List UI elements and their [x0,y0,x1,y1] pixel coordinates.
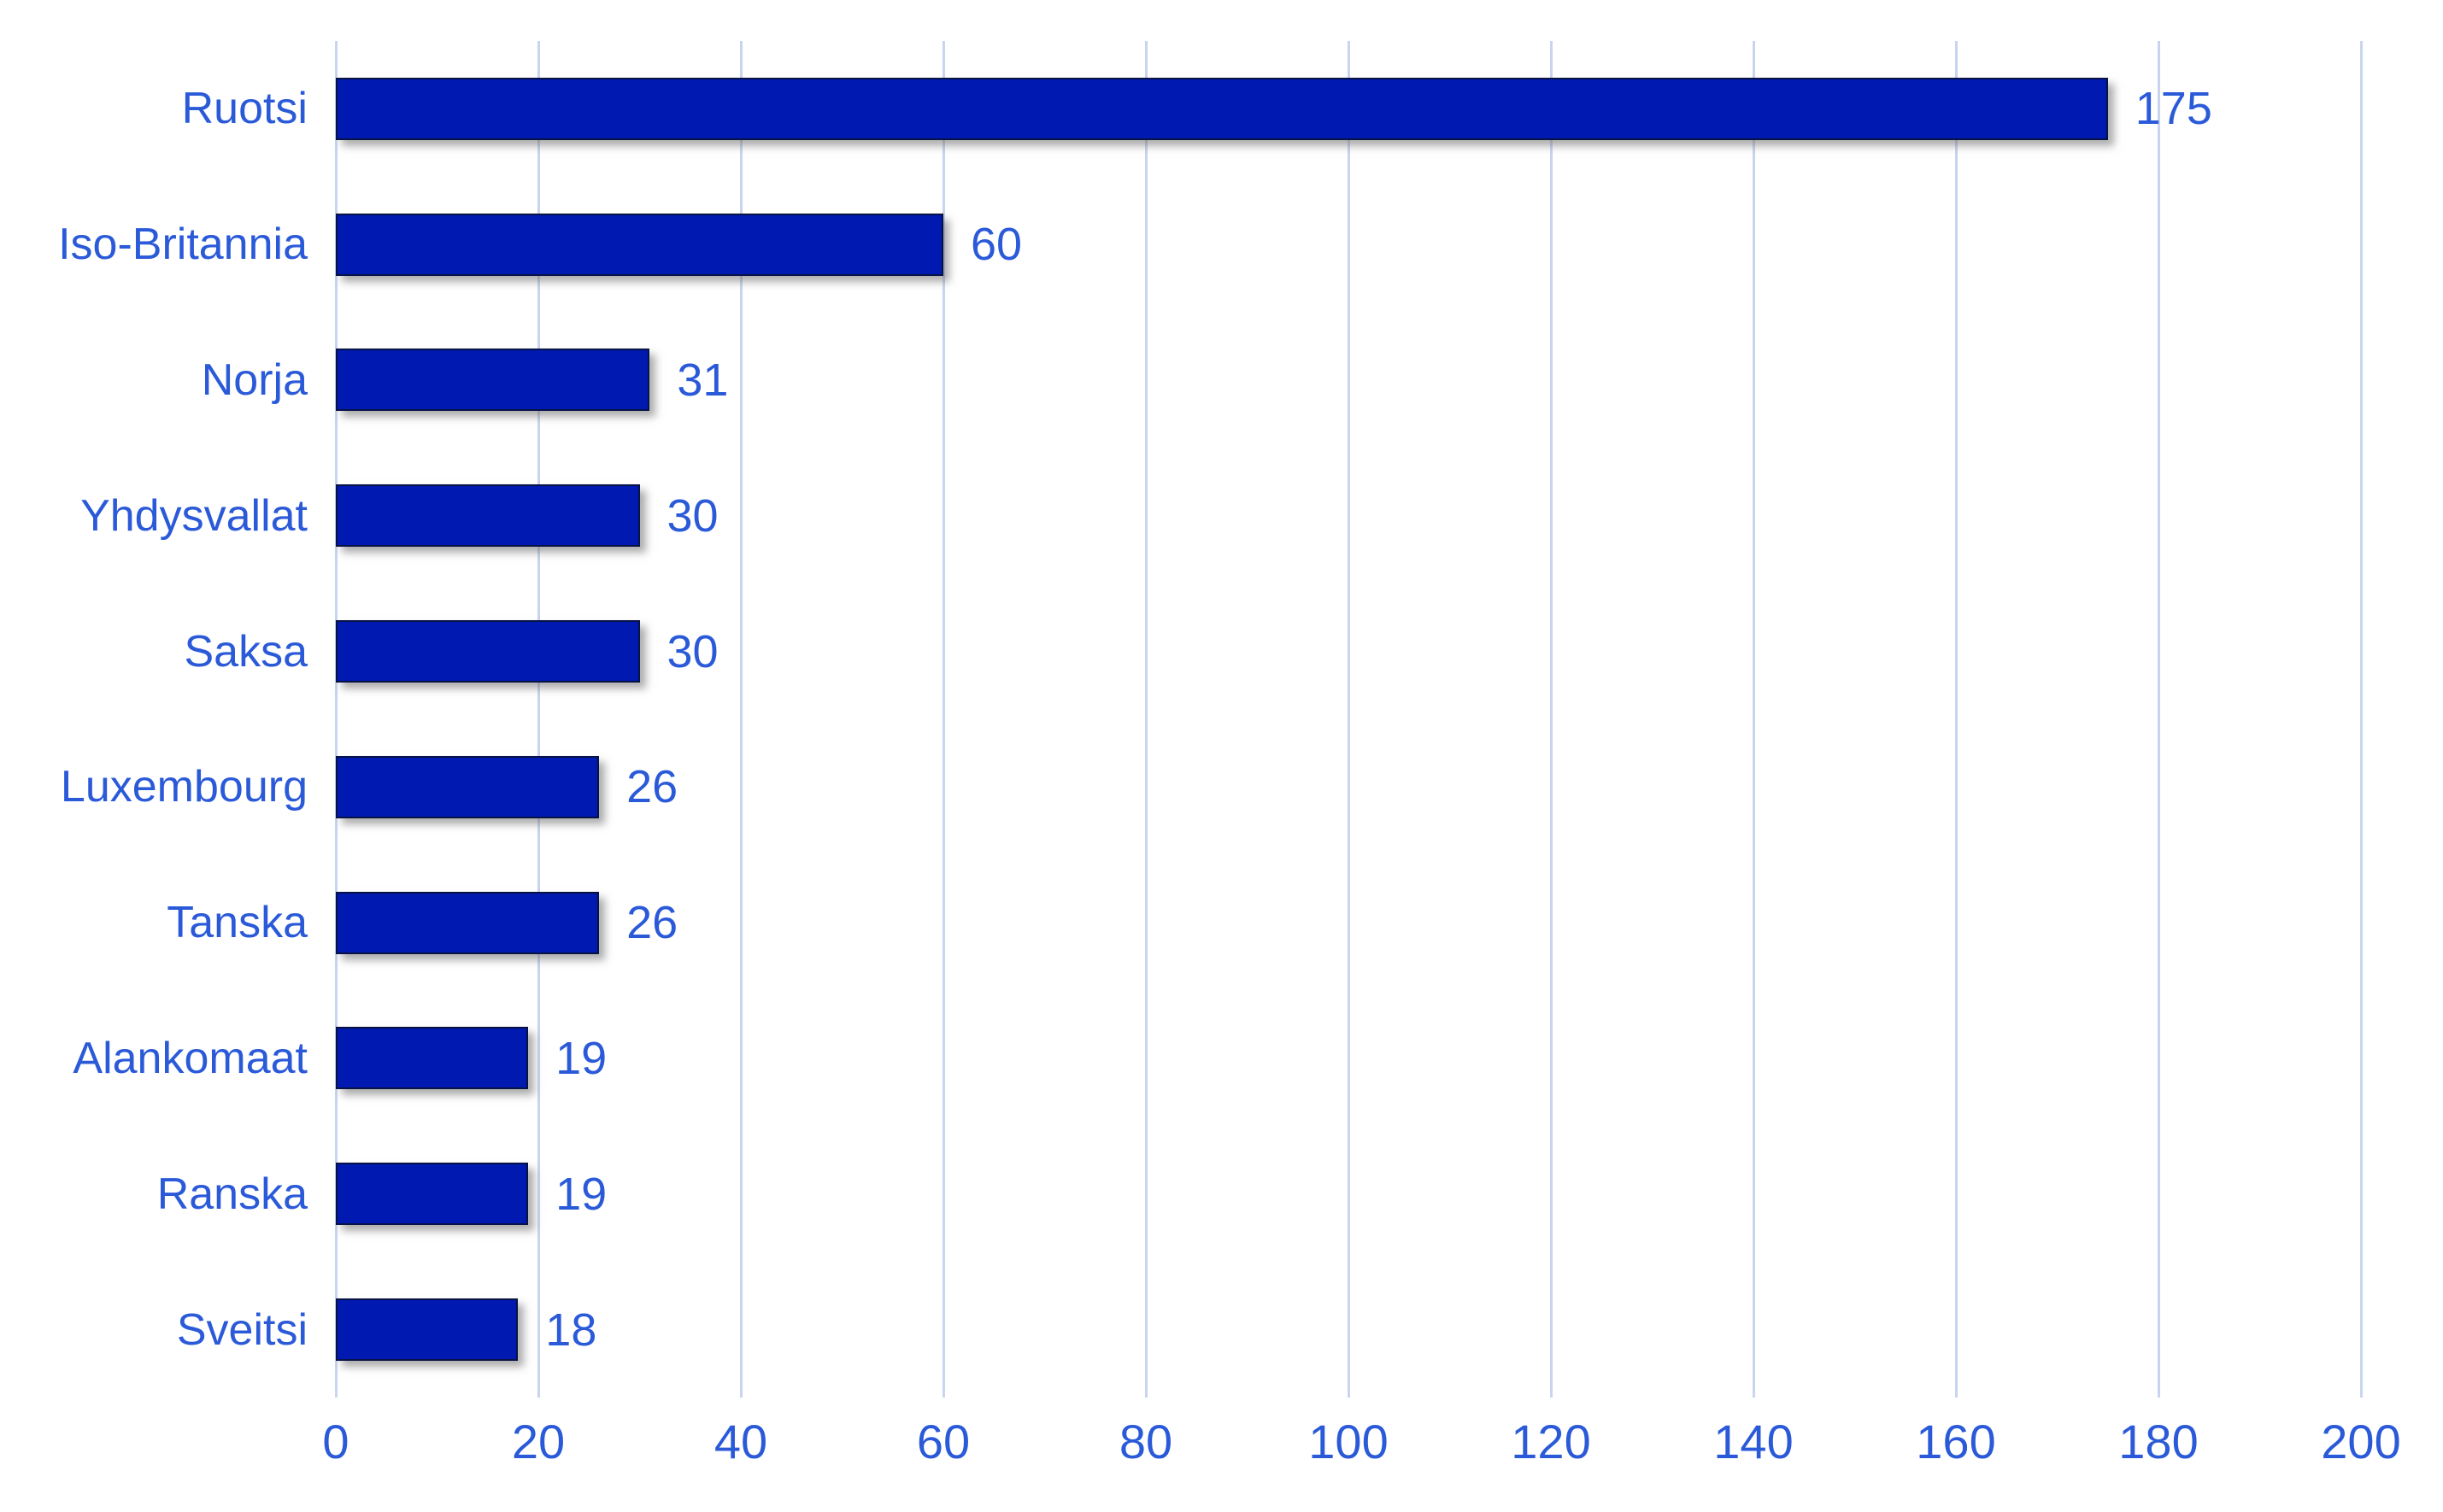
category-label-luxembourg: Luxembourg [60,762,308,812]
gridline-180 [2158,41,2160,1398]
bar-norja [336,349,650,412]
gridline-200 [2360,41,2363,1398]
x-tick-label-120: 120 [1511,1415,1591,1468]
x-tick-label-160: 160 [1916,1415,1996,1468]
gridline-40 [740,41,743,1398]
bar-row: 26 [336,855,2361,991]
bar-row: 60 [336,177,2361,313]
category-label-tanska: Tanska [167,898,308,948]
category-label-saksa: Saksa [184,626,308,677]
gridline-60 [943,41,945,1398]
category-label-alankomaat: Alankomaat [73,1033,308,1083]
bar-value-label: 26 [626,897,678,949]
bar-row: 30 [336,583,2361,719]
bar-value-label: 19 [555,1032,608,1084]
bar-row: 26 [336,719,2361,855]
category-label-yhdysvallat: Yhdysvallat [80,490,308,541]
plot-area: 175 60 31 30 30 26 26 19 19 18 [335,41,2363,1398]
gridline-80 [1145,41,1148,1398]
bar-row: 19 [336,1126,2361,1262]
bar-value-label: 18 [545,1304,597,1356]
bar-value-label: 175 [2135,83,2212,135]
gridline-140 [1753,41,1755,1398]
x-tick-label-100: 100 [1308,1415,1389,1468]
x-tick-label-40: 40 [714,1415,768,1468]
bar-value-label: 30 [667,489,719,542]
x-tick-label-80: 80 [1119,1415,1173,1468]
x-tick-label-180: 180 [2118,1415,2199,1468]
category-axis-labels: Ruotsi Iso-Britannia Norja Yhdysvallat Saksa… [0,41,308,1398]
bar-value-label: 31 [677,354,729,406]
bar-row: 175 [336,41,2361,177]
bar-saksa [336,620,640,683]
category-label-ruotsi: Ruotsi [181,84,308,134]
bar-rows: 175 60 31 30 30 26 26 19 19 18 [336,41,2361,1398]
bar-row: 19 [336,991,2361,1127]
gridline-160 [1955,41,1958,1398]
bar-value-label: 60 [971,219,1023,271]
bar-ranska [336,1163,529,1226]
bar-value-label: 26 [626,761,678,813]
bar-row: 30 [336,448,2361,583]
bar-ruotsi [336,77,2108,140]
gridline-0 [335,41,338,1398]
category-label-iso-britannia: Iso-Britannia [58,220,308,270]
bar-luxembourg [336,755,600,818]
gridline-100 [1348,41,1350,1398]
bar-sveitsi [336,1298,519,1362]
bar-row: 18 [336,1262,2361,1398]
gridline-120 [1550,41,1553,1398]
bar-value-label: 30 [667,625,719,677]
bar-iso-britannia [336,213,943,276]
x-tick-label-0: 0 [322,1415,349,1468]
bar-tanska [336,891,600,954]
bar-value-label: 19 [555,1168,608,1220]
category-label-norja: Norja [201,355,308,405]
category-label-sveitsi: Sveitsi [176,1304,308,1355]
value-axis-labels: 0 20 40 60 80 100 120 140 160 180 200 [322,1415,2400,1486]
x-tick-label-20: 20 [511,1415,566,1468]
gridline-20 [537,41,540,1398]
x-tick-label-60: 60 [916,1415,971,1468]
x-tick-label-200: 200 [2321,1415,2401,1468]
bar-yhdysvallat [336,484,640,548]
x-tick-label-140: 140 [1713,1415,1794,1468]
bar-row: 31 [336,313,2361,448]
category-label-ranska: Ranska [156,1169,308,1219]
bar-alankomaat [336,1027,529,1090]
